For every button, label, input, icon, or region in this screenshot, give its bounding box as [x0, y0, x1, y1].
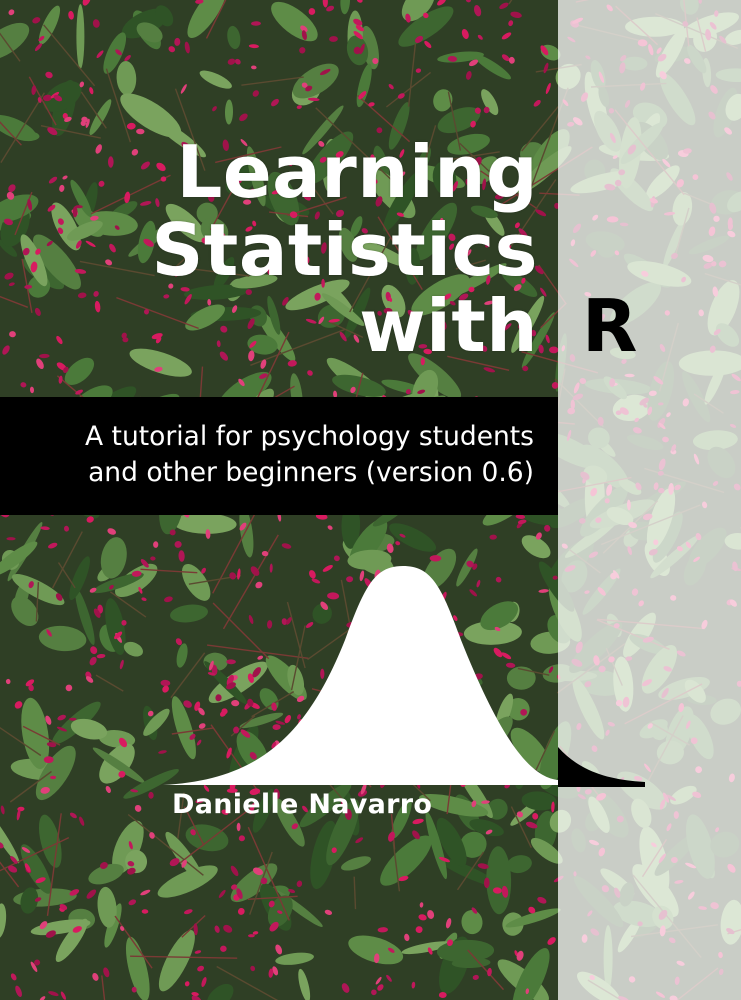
subtitle-line-1: A tutorial for psychology students: [85, 421, 534, 452]
normal-curve-black-tail: [558, 747, 645, 787]
title-line-with: with: [359, 284, 538, 368]
title-line-learning: Learning: [176, 130, 538, 214]
normal-curve-white-part: [163, 566, 558, 785]
subtitle-band: A tutorial for psychology students and o…: [0, 397, 558, 515]
title-letter-r: R: [582, 284, 638, 368]
subtitle-line-2: and other beginners (version 0.6): [88, 457, 534, 488]
author-name: Danielle Navarro: [172, 789, 433, 820]
faded-right-strip: [558, 0, 741, 1000]
title-line-statistics: Statistics: [151, 208, 538, 292]
